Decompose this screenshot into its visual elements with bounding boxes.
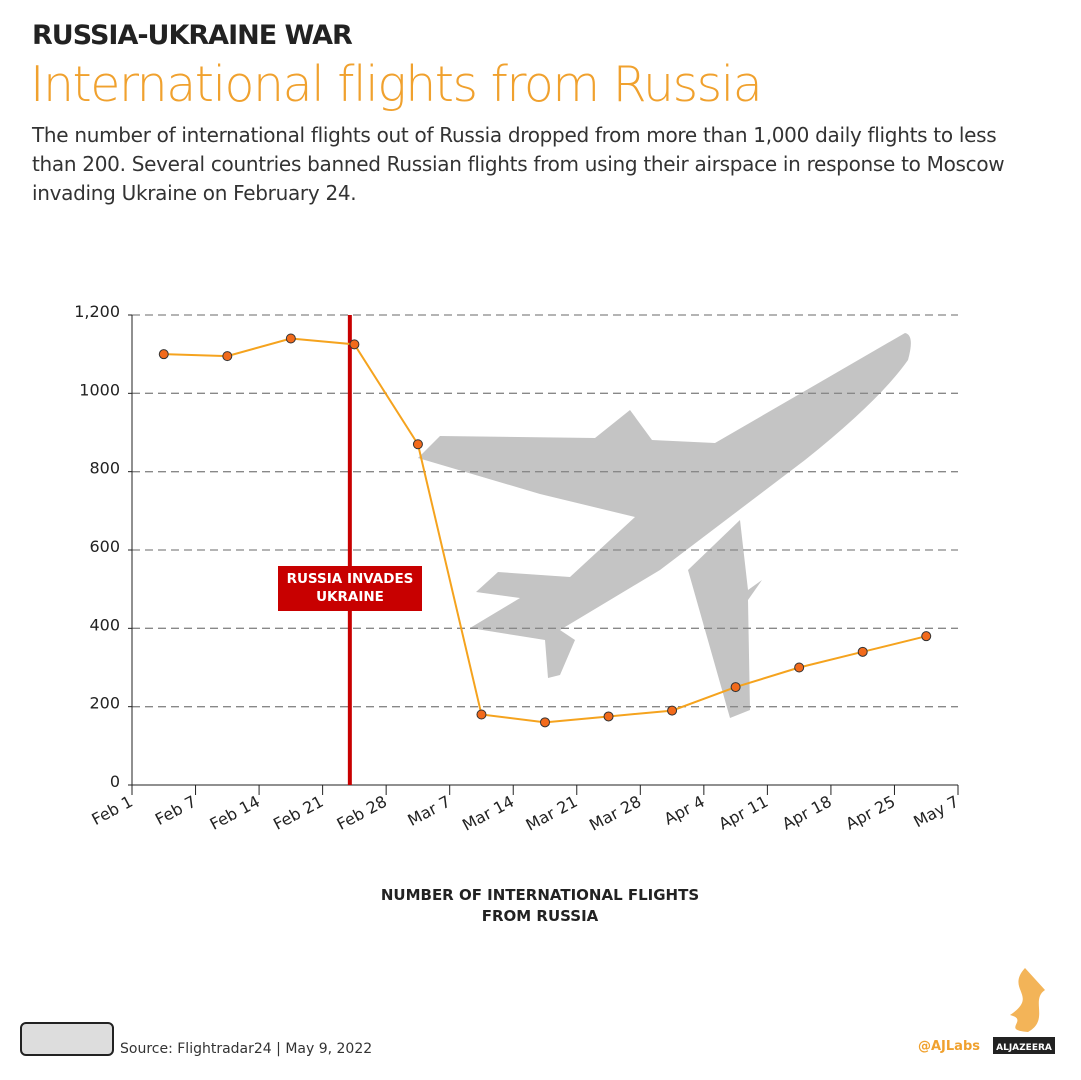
marker [857,646,868,657]
x-tick-label: Feb 7 [152,792,199,829]
x-tick-label: Feb 21 [270,792,326,834]
plane-silhouette [418,333,911,718]
marker [730,682,741,693]
annotation: RUSSIA INVADES UKRAINE [287,571,414,605]
y-tick-label: 1000 [79,380,120,399]
marker [285,333,296,344]
x-tick-label: Feb 1 [88,792,135,829]
marker [222,351,233,362]
y-tick-label: 600 [89,537,120,556]
y-tick-label: 200 [89,694,120,713]
annotation-box [278,566,422,611]
x-tick-label: Apr 25 [843,792,899,834]
marker [158,349,169,360]
x-tick-label: Mar 28 [586,792,644,835]
chart-title: International flights from Russia [30,56,763,113]
x-axis-title: NUMBER OF INTERNATIONAL FLIGHTS FROM RUSS… [381,886,699,925]
x-tick-label: Apr 4 [661,792,708,829]
y-tick-label: 1,200 [74,302,120,321]
x-tick-label: Feb 14 [207,792,263,834]
brand: ALJAZEERA [996,1043,1052,1053]
source: Source: Flightradar24 | May 9, 2022 [120,1041,372,1057]
x-tick-label: May 7 [910,792,962,831]
y-tick-label: 400 [89,615,120,634]
y-tick-label: 0 [110,772,120,791]
marker [667,705,678,716]
brand-box [993,1037,1055,1054]
marker [921,631,932,642]
subtitle: The number of international flights out … [32,123,1005,205]
marker [476,709,487,720]
brand-logo [1010,968,1045,1032]
marker [603,711,614,722]
x-tick-label: Mar 21 [523,792,581,835]
marker [540,717,550,728]
x-tick-label: Mar 14 [459,792,517,835]
marker [412,439,423,450]
y-tick-label: 800 [89,459,120,478]
x-tick-label: Apr 11 [715,792,771,834]
x-tick-label: Mar 7 [405,792,454,830]
marker [349,339,360,350]
marker [794,662,805,673]
cc-badge [20,1022,114,1056]
kicker: RUSSIA-UKRAINE WAR [32,20,353,51]
handle: @AJLabs [918,1039,980,1054]
x-tick-label: Feb 28 [334,792,390,834]
x-tick-label: Apr 18 [779,792,835,834]
